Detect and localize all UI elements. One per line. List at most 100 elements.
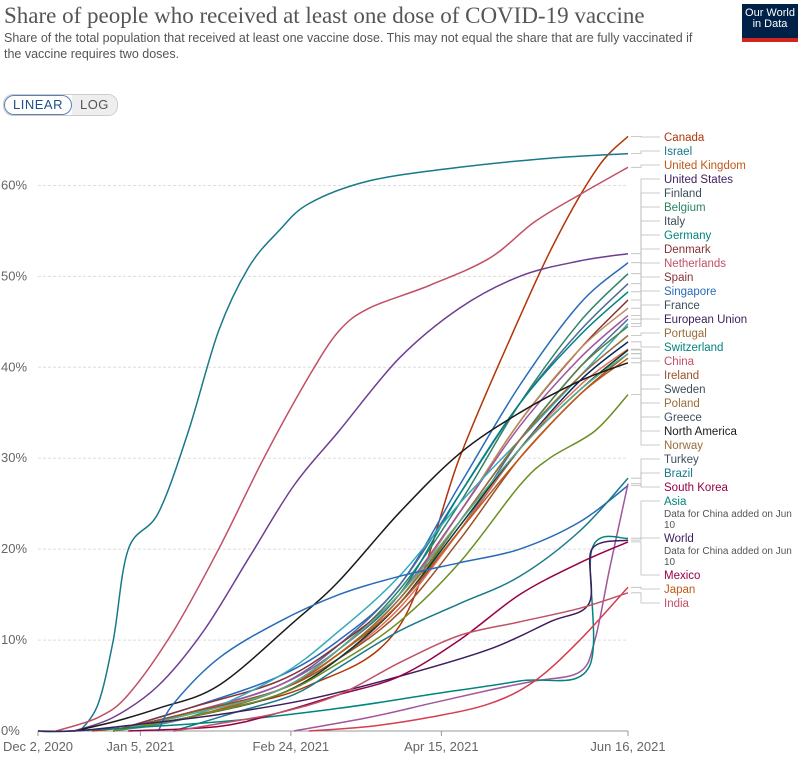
line-label-asia: Asia — [664, 496, 687, 508]
leader-line-switzerland — [631, 341, 660, 348]
series-line-israel — [79, 152, 629, 732]
series-line-singapore — [113, 323, 629, 732]
linear-scale-button[interactable]: LINEAR — [4, 95, 72, 115]
y-tick-label: 20% — [1, 541, 27, 556]
leader-line-south-korea — [631, 483, 660, 488]
subtitle-line-1: Share of the total population that recei… — [4, 31, 693, 45]
line-label-south-korea: South Korea — [664, 482, 729, 494]
series-line-turkey — [157, 484, 629, 732]
leader-line-denmark — [631, 248, 660, 301]
leader-line-spain — [631, 276, 660, 316]
leader-line-brazil — [631, 472, 660, 479]
logo-line-2: in Data — [752, 18, 788, 30]
chart-title: Share of people who received at least on… — [4, 3, 645, 28]
leader-line-sweden — [631, 349, 660, 390]
series-line-japan — [308, 586, 629, 732]
leader-line-portugal — [631, 332, 660, 336]
series-line-united-states — [73, 252, 629, 732]
chart-subtitle: Share of the total population that recei… — [4, 31, 749, 62]
x-tick-label: Feb 24, 2021 — [253, 739, 330, 754]
leader-line-italy — [631, 220, 660, 285]
x-tick-label: Apr 15, 2021 — [404, 739, 478, 754]
y-tick-label: 40% — [1, 359, 27, 374]
line-label-brazil: Brazil — [664, 468, 693, 480]
leader-line-asia — [631, 500, 660, 539]
subtitle-line-2: the vaccine requires two doses. — [4, 46, 180, 61]
line-note-world: Data for China added on Jun — [664, 546, 792, 557]
series-line-india — [173, 592, 629, 732]
line-label-portugal: Portugal — [664, 328, 707, 340]
leader-line-world — [631, 537, 660, 541]
leader-line-japan — [631, 586, 660, 590]
line-label-india: India — [664, 598, 690, 610]
line-label-canada: Canada — [664, 132, 705, 144]
log-scale-button[interactable]: LOG — [71, 95, 117, 115]
line-label-switzerland: Switzerland — [664, 342, 723, 354]
line-label-turkey: Turkey — [664, 454, 699, 466]
leader-line-finland — [631, 192, 660, 264]
series-line-poland — [113, 357, 629, 732]
logo-accent-bar — [742, 38, 798, 42]
series-line-norway — [113, 394, 629, 732]
leader-line-united-states — [631, 178, 660, 255]
leader-line-poland — [631, 357, 660, 404]
line-note-asia: Data for China added on Jun — [664, 509, 792, 520]
line-label-singapore: Singapore — [664, 286, 716, 298]
x-tick-label: Jan 5, 2021 — [106, 739, 174, 754]
line-label-belgium: Belgium — [664, 202, 706, 214]
line-label-united-kingdom: United Kingdom — [664, 160, 746, 172]
leader-line-mexico — [631, 541, 660, 576]
line-note-world: 10 — [664, 557, 676, 568]
series-line-germany — [113, 291, 629, 732]
line-label-finland: Finland — [664, 188, 702, 200]
scale-toggle[interactable]: LINEAR LOG — [3, 94, 118, 116]
leader-line-north-america — [631, 362, 660, 432]
line-label-greece: Greece — [664, 412, 702, 424]
leader-line-india — [631, 592, 660, 604]
series-line-north-america — [73, 362, 629, 732]
y-tick-label: 30% — [1, 450, 27, 465]
leader-line-israel — [631, 150, 660, 154]
series-line-asia — [37, 535, 629, 733]
series-line-mexico — [128, 541, 629, 732]
leader-line-canada — [631, 136, 660, 138]
y-tick-label: 60% — [1, 177, 27, 192]
leader-line-china — [631, 348, 660, 362]
line-label-sweden: Sweden — [664, 384, 706, 396]
leader-line-france — [631, 304, 660, 320]
leader-line-ireland — [631, 353, 660, 376]
leader-line-turkey — [631, 458, 660, 486]
series-line-united-kingdom — [55, 166, 629, 732]
line-label-netherlands: Netherlands — [664, 258, 726, 270]
y-tick-label: 10% — [1, 632, 27, 647]
leader-line-belgium — [631, 206, 660, 275]
x-tick-label: Jun 16, 2021 — [590, 739, 665, 754]
line-label-european-union: European Union — [664, 314, 747, 326]
leader-line-netherlands — [631, 262, 660, 309]
line-label-denmark: Denmark — [664, 244, 711, 256]
line-label-china: China — [664, 356, 695, 368]
owid-logo[interactable]: Our World in Data — [742, 4, 798, 42]
line-label-poland: Poland — [664, 398, 700, 410]
series-line-european-union — [113, 325, 629, 732]
x-tick-label: Dec 2, 2020 — [3, 739, 73, 754]
leader-line-european-union — [631, 318, 660, 327]
line-label-mexico: Mexico — [664, 570, 700, 582]
line-label-norway: Norway — [664, 440, 703, 452]
y-tick-label: 50% — [1, 268, 27, 283]
series-line-belgium — [113, 273, 629, 732]
line-note-asia: 10 — [664, 520, 676, 531]
series-line-greece — [113, 353, 629, 732]
series-line-finland — [113, 262, 629, 732]
leader-line-united-kingdom — [631, 164, 660, 168]
series-line-brazil — [173, 477, 629, 732]
series-line-ireland — [113, 353, 629, 732]
leader-line-norway — [631, 394, 660, 446]
line-label-israel: Israel — [664, 146, 692, 158]
line-label-france: France — [664, 300, 700, 312]
line-label-world: World — [664, 533, 694, 545]
line-label-spain: Spain — [664, 272, 693, 284]
line-label-united-states: United States — [664, 174, 733, 186]
y-tick-label: 0% — [1, 723, 20, 738]
